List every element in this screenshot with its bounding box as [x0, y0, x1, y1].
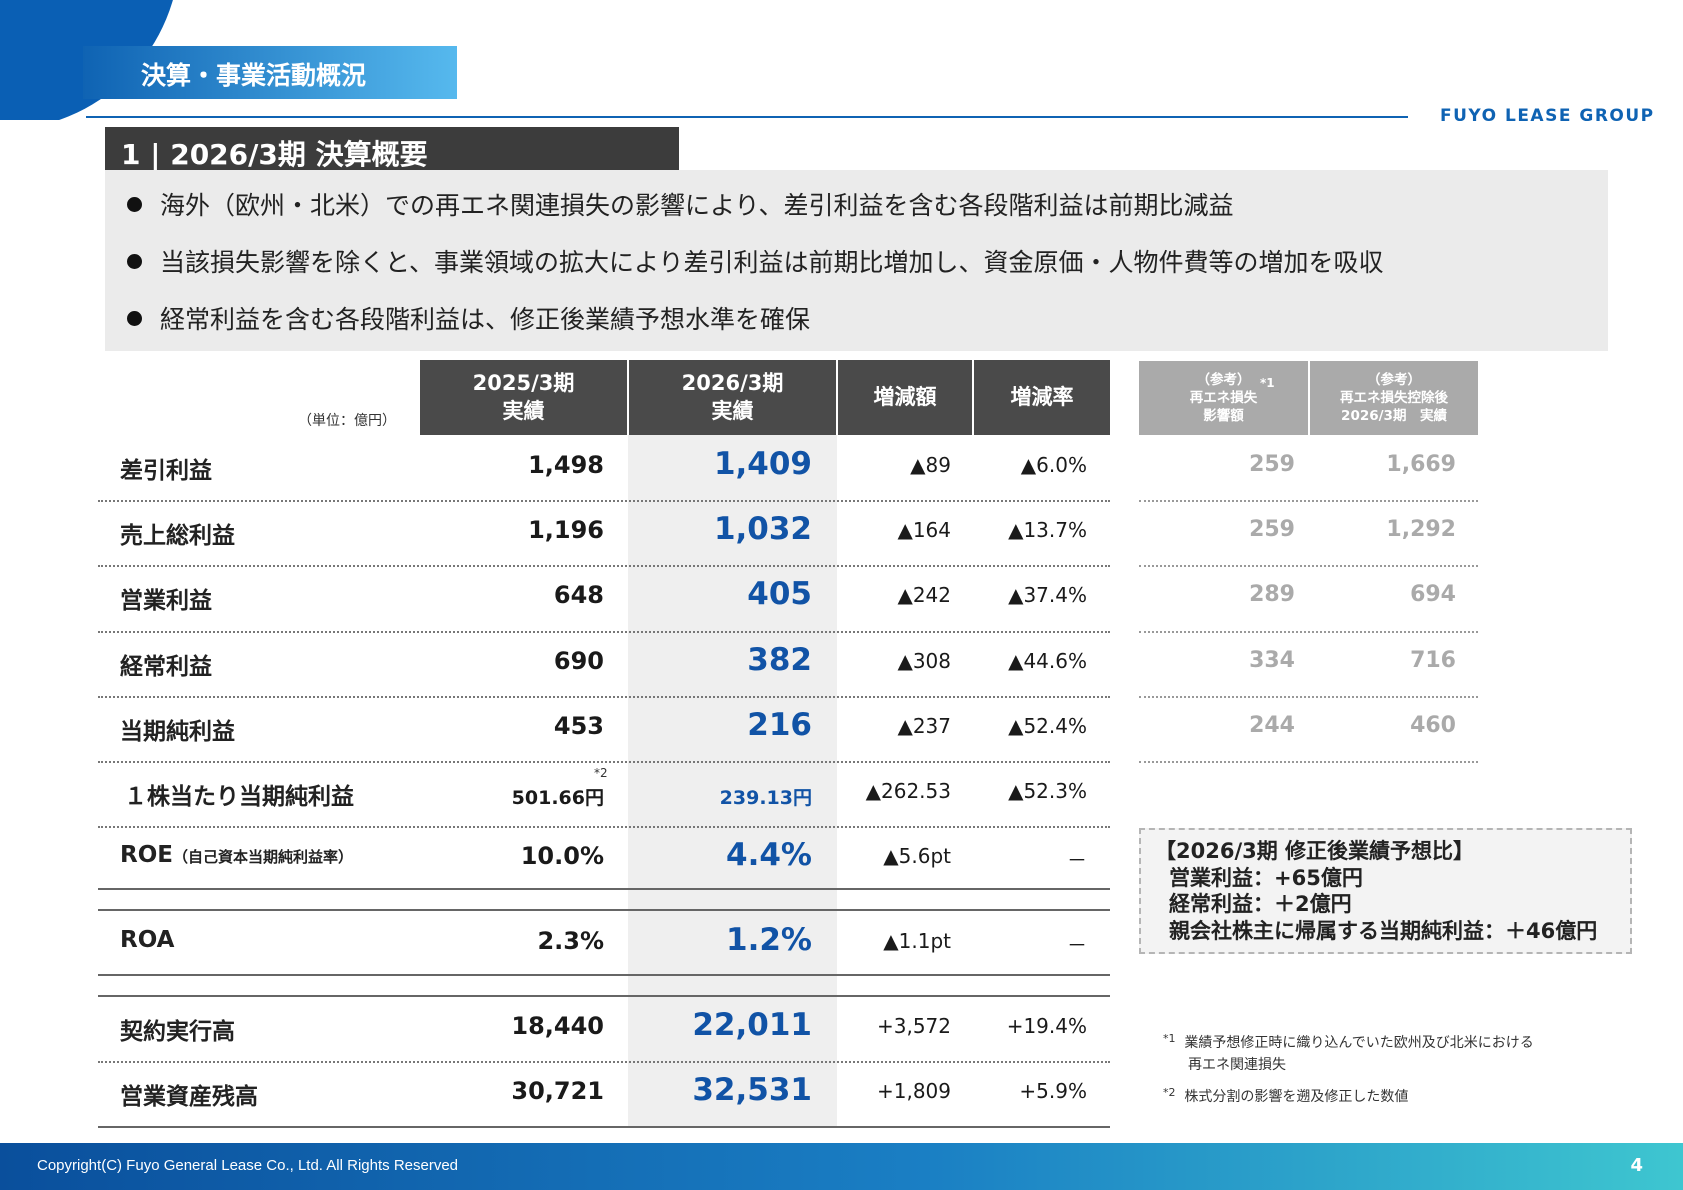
table-row: 差引利益 1,498 1,409 ▲89 ▲6.0% [120, 446, 1087, 484]
row-divider [98, 565, 1110, 567]
ref-row: 259 1,292 [1249, 517, 1456, 542]
col-header-rate: 増減率 [974, 360, 1110, 435]
row-divider [98, 1061, 1110, 1063]
copyright: Copyright(C) Fuyo General Lease Co., Ltd… [37, 1157, 459, 1174]
col-header-curr: 2026/3期 実績 [629, 360, 836, 435]
row-divider [98, 761, 1110, 763]
row-divider [98, 500, 1110, 502]
ref-row: 259 1,669 [1249, 452, 1456, 477]
footnote-mark: *2 [594, 766, 608, 780]
forecast-box: 【2026/3期 修正後業績予想比】 営業利益：+65億円 経常利益：＋2億円 … [1139, 828, 1632, 954]
page-number: 4 [1630, 1155, 1643, 1176]
row-divider [98, 696, 1110, 698]
section-label-band: 決算・事業活動概況 [83, 46, 457, 99]
row-divider [98, 888, 1110, 890]
row-divider [98, 995, 1110, 997]
table-row: ROE（自己資本当期純利益率） 10.0% 4.4% ▲5.6pt － [120, 837, 1087, 873]
unit-label: （単位：億円） [298, 413, 396, 429]
table-row: 経常利益 690 382 ▲308 ▲44.6% [120, 642, 1087, 680]
ref-header-adjusted: （参考） 再エネ損失控除後 2026/3期 実績 [1310, 361, 1478, 435]
ref-divider [1139, 565, 1478, 567]
ref-row: 244 460 [1249, 713, 1456, 738]
row-divider [98, 1126, 1110, 1128]
footnote: *2 株式分割の影響を遡及修正した数値 [1163, 1086, 1409, 1105]
page-title: 1 | 2026/3期 決算概要 [105, 127, 679, 175]
table-row: ROA 2.3% 1.2% ▲1.1pt － [120, 922, 1087, 958]
company-logo: FUYO LEASE GROUP [1440, 106, 1655, 126]
col-header-prev: 2025/3期 実績 [420, 360, 627, 435]
bullet-icon [127, 196, 142, 212]
row-divider [98, 826, 1110, 828]
table-row: １株当たり当期純利益 501.66円 *2 239.13円 ▲262.53 ▲5… [124, 766, 1087, 810]
current-column-highlight [628, 435, 837, 1127]
table-row: 営業資産残高 30,721 32,531 +1,809 +5.9% [120, 1072, 1087, 1110]
footnote: 再エネ関連損失 [1188, 1057, 1286, 1073]
row-divider [98, 974, 1110, 976]
table-row: 契約実行高 18,440 22,011 +3,572 +19.4% [120, 1007, 1087, 1045]
bullet-icon [127, 253, 142, 269]
ref-header-impact: （参考） 再エネ損失 影響額 [1139, 361, 1308, 435]
table-row: 当期純利益 453 216 ▲237 ▲52.4% [120, 707, 1087, 745]
bullet-icon [127, 310, 142, 326]
section-label: 決算・事業活動概況 [141, 61, 367, 90]
ref-row: 334 716 [1249, 648, 1456, 673]
ref-row: 289 694 [1249, 582, 1456, 607]
header-rule [86, 116, 1408, 118]
summary-bullet: 当該損失影響を除くと、事業領域の拡大により差引利益は前期比増加し、資金原価・人物… [127, 243, 1384, 279]
col-header-diff: 増減額 [838, 360, 972, 435]
summary-box: 海外（欧州・北米）での再エネ関連損失の影響により、差引利益を含む各段階利益は前期… [105, 170, 1608, 351]
table-row: 売上総利益 1,196 1,032 ▲164 ▲13.7% [120, 511, 1087, 549]
ref-divider [1139, 631, 1478, 633]
summary-bullet: 海外（欧州・北米）での再エネ関連損失の影響により、差引利益を含む各段階利益は前期… [127, 186, 1234, 222]
ref-divider [1139, 761, 1478, 763]
table-row: 営業利益 648 405 ▲242 ▲37.4% [120, 576, 1087, 614]
row-divider [98, 631, 1110, 633]
summary-bullet: 経常利益を含む各段階利益は、修正後業績予想水準を確保 [127, 300, 810, 336]
footnote: *1 業績予想修正時に織り込んでいた欧州及び北米における [1163, 1032, 1534, 1051]
ref-divider [1139, 696, 1478, 698]
footer: Copyright(C) Fuyo General Lease Co., Ltd… [0, 1143, 1683, 1190]
footnote-mark: *1 [1260, 376, 1275, 390]
row-divider [98, 909, 1110, 911]
ref-divider [1139, 500, 1478, 502]
